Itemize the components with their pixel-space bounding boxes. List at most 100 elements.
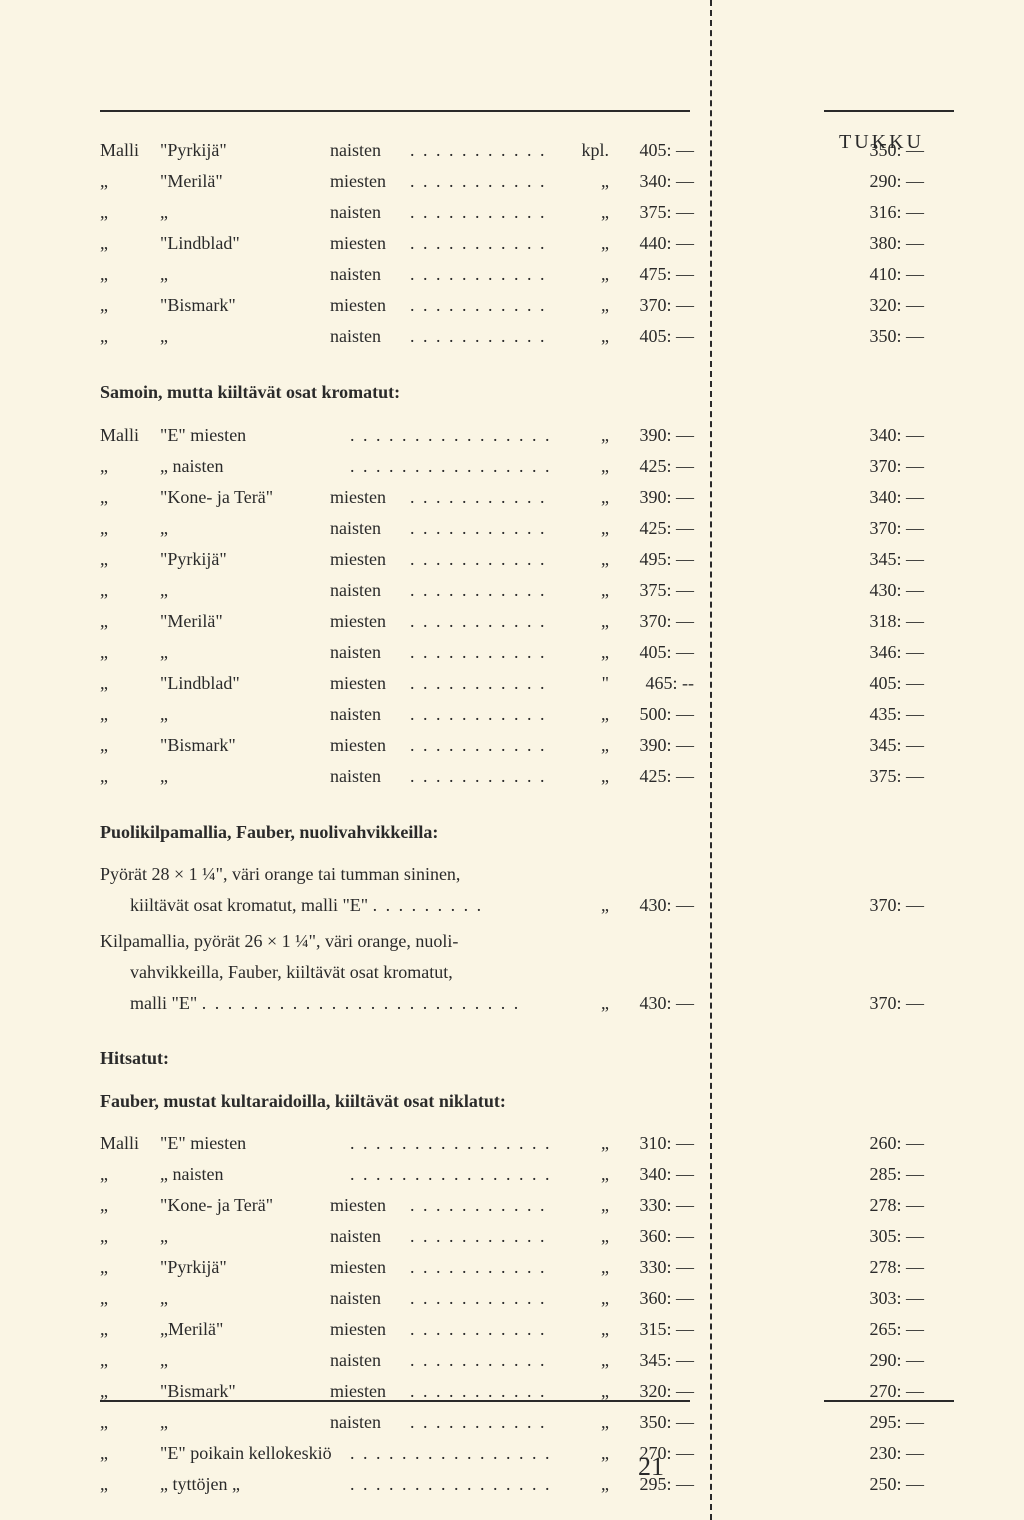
price-row: „„naisten„425: —370: — <box>100 513 954 544</box>
price-retail: 390: — <box>639 420 694 451</box>
unit: " <box>602 668 609 699</box>
col-prefix: „ <box>100 321 108 352</box>
price-tukku: 340: — <box>869 420 924 451</box>
price-row: „„naisten„375: —316: — <box>100 197 954 228</box>
col-prefix: „ <box>100 1469 108 1500</box>
price-retail: 370: — <box>639 290 694 321</box>
unit: „ <box>601 1438 609 1469</box>
col-model: "Lindblad" <box>160 228 240 259</box>
unit: „ <box>601 197 609 228</box>
col-model: „ <box>160 259 168 290</box>
leader-dots <box>410 513 554 544</box>
col-prefix: „ <box>100 1252 108 1283</box>
col-prefix: „ <box>100 228 108 259</box>
unit: „ <box>601 1314 609 1345</box>
price-retail: 330: — <box>639 1190 694 1221</box>
col-model: „ <box>160 513 168 544</box>
unit: „ <box>601 544 609 575</box>
price-row: „"Pyrkijä"miesten„495: —345: — <box>100 544 954 575</box>
col-model: „ <box>160 1221 168 1252</box>
unit: „ <box>601 1469 609 1500</box>
content: TUKKU Malli"Pyrkijä"naistenkpl.405: —350… <box>100 135 954 1460</box>
col-prefix: Malli <box>100 135 139 166</box>
price-retail: 390: — <box>639 482 694 513</box>
price-retail: 475: — <box>639 259 694 290</box>
price-row: „„naisten„500: —435: — <box>100 699 954 730</box>
col-prefix: „ <box>100 1376 108 1407</box>
price-tukku: 303: — <box>869 1283 924 1314</box>
para-line: vahvikkeilla, Fauber, kiiltävät osat kro… <box>100 957 690 988</box>
leader-dots <box>350 1128 554 1159</box>
col-model: "Merilä" <box>160 606 223 637</box>
unit: „ <box>601 482 609 513</box>
price-row: „„ naisten„425: —370: — <box>100 451 954 482</box>
col-type: miesten <box>330 482 386 513</box>
leader-dots <box>410 1407 554 1438</box>
section-4: Malli"E" miesten„310: —260: —„„ naisten„… <box>100 1128 954 1500</box>
col-type: miesten <box>330 166 386 197</box>
price-tukku: 370: — <box>869 988 924 1019</box>
price-retail: 360: — <box>639 1221 694 1252</box>
section-1: Malli"Pyrkijä"naistenkpl.405: —350: —„"M… <box>100 135 954 352</box>
col-model: "Bismark" <box>160 290 236 321</box>
price-row: „"Pyrkijä"miesten„330: —278: — <box>100 1252 954 1283</box>
unit: „ <box>601 451 609 482</box>
unit: „ <box>601 228 609 259</box>
unit: „ <box>601 637 609 668</box>
col-model: „ <box>160 321 168 352</box>
price-row: „„naisten„360: —305: — <box>100 1221 954 1252</box>
paragraph-item: Pyörät 28 × 1 ¼", väri orange tai tumman… <box>100 859 954 920</box>
price-retail: 405: — <box>639 637 694 668</box>
price-retail: 340: — <box>639 166 694 197</box>
price-tukku: 290: — <box>869 1345 924 1376</box>
price-tukku: 278: — <box>869 1252 924 1283</box>
price-retail: 320: — <box>639 1376 694 1407</box>
price-row: Malli"E" miesten„310: —260: — <box>100 1128 954 1159</box>
col-model: „ <box>160 637 168 668</box>
price-row: „"Kone- ja Terä"miesten„390: —340: — <box>100 482 954 513</box>
unit: „ <box>601 890 609 921</box>
price-tukku: 340: — <box>869 482 924 513</box>
leader-dots <box>410 1376 554 1407</box>
col-type: naisten <box>330 1221 381 1252</box>
unit: „ <box>601 1190 609 1221</box>
price-retail: 375: — <box>639 197 694 228</box>
leader-dots <box>410 575 554 606</box>
price-row: „"E" poikain kellokeskiö„270: —230: — <box>100 1438 954 1469</box>
col-model: „ <box>160 761 168 792</box>
col-model: "E" miesten <box>160 420 246 451</box>
col-type: miesten <box>330 1252 386 1283</box>
col-type: miesten <box>330 290 386 321</box>
unit: „ <box>601 606 609 637</box>
price-tukku: 295: — <box>869 1407 924 1438</box>
unit: „ <box>601 321 609 352</box>
col-prefix: Malli <box>100 420 139 451</box>
leader-dots <box>410 259 554 290</box>
leader-dots <box>410 228 554 259</box>
price-tukku: 370: — <box>869 890 924 921</box>
col-model: "Pyrkijä" <box>160 135 227 166</box>
col-type: miesten <box>330 730 386 761</box>
price-row: „"Bismark"miesten„320: —270: — <box>100 1376 954 1407</box>
price-row: „„naisten„475: —410: — <box>100 259 954 290</box>
price-row: „"Bismark"miesten„370: —320: — <box>100 290 954 321</box>
price-retail: 465: -- <box>646 668 695 699</box>
page: TUKKU Malli"Pyrkijä"naistenkpl.405: —350… <box>0 0 1024 1520</box>
col-type: naisten <box>330 513 381 544</box>
col-prefix: „ <box>100 1407 108 1438</box>
col-type: naisten <box>330 197 381 228</box>
col-type: miesten <box>330 1376 386 1407</box>
leader-dots <box>350 1438 554 1469</box>
col-model: "Bismark" <box>160 730 236 761</box>
price-retail: 340: — <box>639 1159 694 1190</box>
col-model: „ naisten <box>160 1159 223 1190</box>
price-row: „„ naisten„340: —285: — <box>100 1159 954 1190</box>
price-row: „„naisten„405: —346: — <box>100 637 954 668</box>
price-tukku: 346: — <box>869 637 924 668</box>
col-prefix: „ <box>100 544 108 575</box>
unit: „ <box>601 1159 609 1190</box>
section3-title: Puolikilpamallia, Fauber, nuolivahvikkei… <box>100 817 954 848</box>
col-prefix: „ <box>100 1314 108 1345</box>
leader-dots <box>410 197 554 228</box>
price-retail: 405: — <box>639 135 694 166</box>
